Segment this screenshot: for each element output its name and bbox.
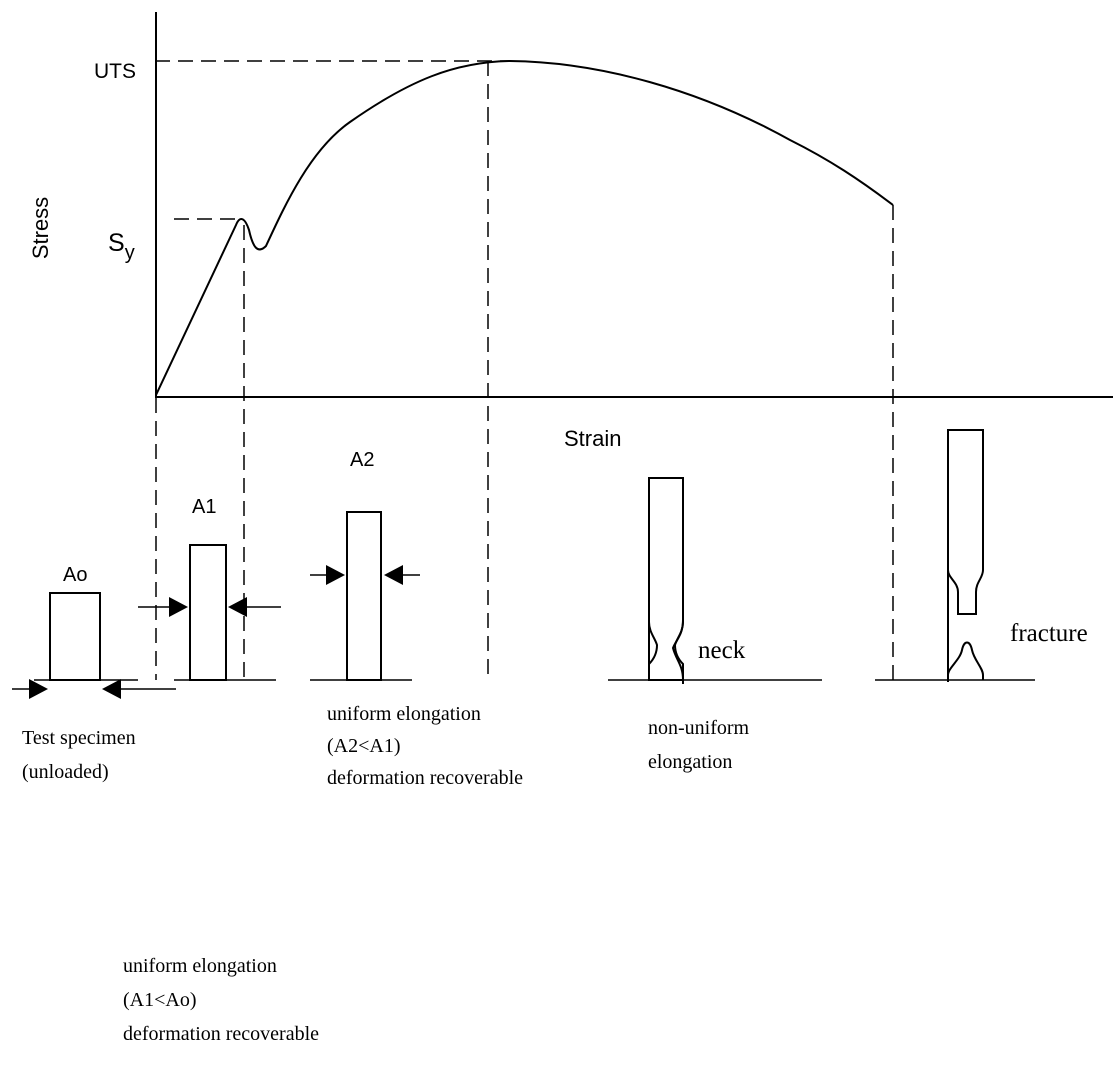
uts-label: UTS — [94, 60, 136, 83]
a2-label: A2 — [350, 449, 374, 471]
a1-left-arrow-icon — [169, 597, 188, 617]
test-specimen-caption-line-1: Test specimen — [22, 727, 136, 749]
a1-right-arrow-icon — [228, 597, 247, 617]
ao-left-arrow-icon — [29, 679, 48, 699]
stress-axis-label: Stress — [28, 197, 53, 259]
uniform-a1-caption: uniform elongation (A1<Ao) deformation r… — [123, 955, 319, 1045]
fracture-label: fracture — [1010, 620, 1088, 647]
neck-label: neck — [698, 637, 746, 664]
uniform-a2-caption-line-3: deformation recoverable — [327, 767, 523, 789]
ao-right-arrow-icon — [102, 679, 121, 699]
specimen-a2 — [346, 511, 382, 681]
specimen-ao — [49, 592, 101, 681]
non-uniform-caption-line-2: elongation — [648, 751, 732, 773]
yield-strength-label: Sy — [108, 229, 135, 264]
yield-strength-symbol: S — [108, 229, 125, 257]
specimen-necked-outline — [648, 477, 684, 680]
strain-axis-label: Strain — [564, 426, 621, 451]
a2-right-arrow-icon — [384, 565, 403, 585]
test-specimen-caption: Test specimen (unloaded) — [22, 727, 141, 783]
uniform-a1-caption-line-3: deformation recoverable — [123, 1023, 319, 1045]
ao-label: Ao — [63, 564, 87, 586]
non-uniform-caption-line-1: non-uniform — [648, 717, 750, 739]
test-specimen-caption-line-2: (unloaded) — [22, 761, 109, 783]
uniform-a2-caption-line-1: uniform elongation — [327, 703, 481, 725]
uniform-a2-caption: uniform elongation (A2<A1) deformation r… — [327, 703, 523, 789]
a1-label: A1 — [192, 496, 216, 518]
fracture-lower-shape — [947, 641, 984, 680]
yield-strength-subscript: y — [125, 242, 135, 264]
stress-strain-curve — [155, 59, 894, 396]
specimen-a1 — [189, 544, 227, 681]
specimen-necked — [648, 477, 685, 684]
uniform-a2-caption-line-2: (A2<A1) — [327, 735, 401, 757]
specimen-fractured-upper — [947, 429, 984, 615]
a2-left-arrow-icon — [326, 565, 345, 585]
uniform-a1-caption-line-1: uniform elongation — [123, 955, 277, 977]
non-uniform-caption: non-uniform elongation — [648, 717, 754, 773]
uniform-a1-caption-line-2: (A1<Ao) — [123, 989, 197, 1011]
